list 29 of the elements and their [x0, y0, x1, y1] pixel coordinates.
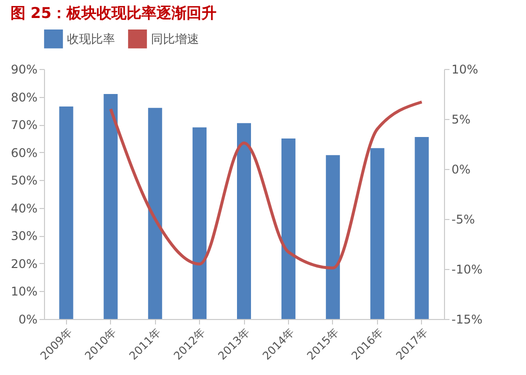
bar: [370, 148, 384, 319]
y-tick-label: 20%: [10, 256, 38, 271]
bar: [148, 108, 162, 319]
y-tick-label: 60%: [10, 146, 38, 160]
y-tick-label: 0%: [18, 312, 38, 326]
bar: [237, 123, 251, 319]
y-tick-label: 70%: [10, 118, 38, 132]
y2-tick-label: -10%: [452, 262, 483, 276]
y2-tick-label: 10%: [452, 62, 478, 76]
line-series: [109, 100, 424, 270]
y-tick-label: 90%: [10, 62, 38, 76]
bar: [192, 127, 207, 319]
legend-label: 收现比率: [67, 32, 115, 46]
bar: [414, 137, 429, 319]
y2-tick-label: 5%: [452, 112, 471, 126]
y-tick-label: 50%: [10, 174, 38, 188]
legend-label: 同比增速: [151, 32, 199, 46]
bar: [281, 138, 296, 319]
y-tick-label: 10%: [10, 284, 38, 299]
y-tick-label: 30%: [10, 229, 38, 244]
bar: [59, 106, 74, 319]
bar: [326, 155, 340, 319]
bar: [104, 94, 118, 319]
y-tick-label: 40%: [10, 201, 38, 216]
y2-tick-label: -5%: [452, 212, 475, 226]
y2-tick-label: -15%: [452, 312, 483, 326]
y2-tick-label: 0%: [452, 162, 471, 176]
chart-title: 图 25：板块收现比率逐渐回升: [10, 4, 216, 22]
y-tick-label: 80%: [10, 90, 38, 104]
